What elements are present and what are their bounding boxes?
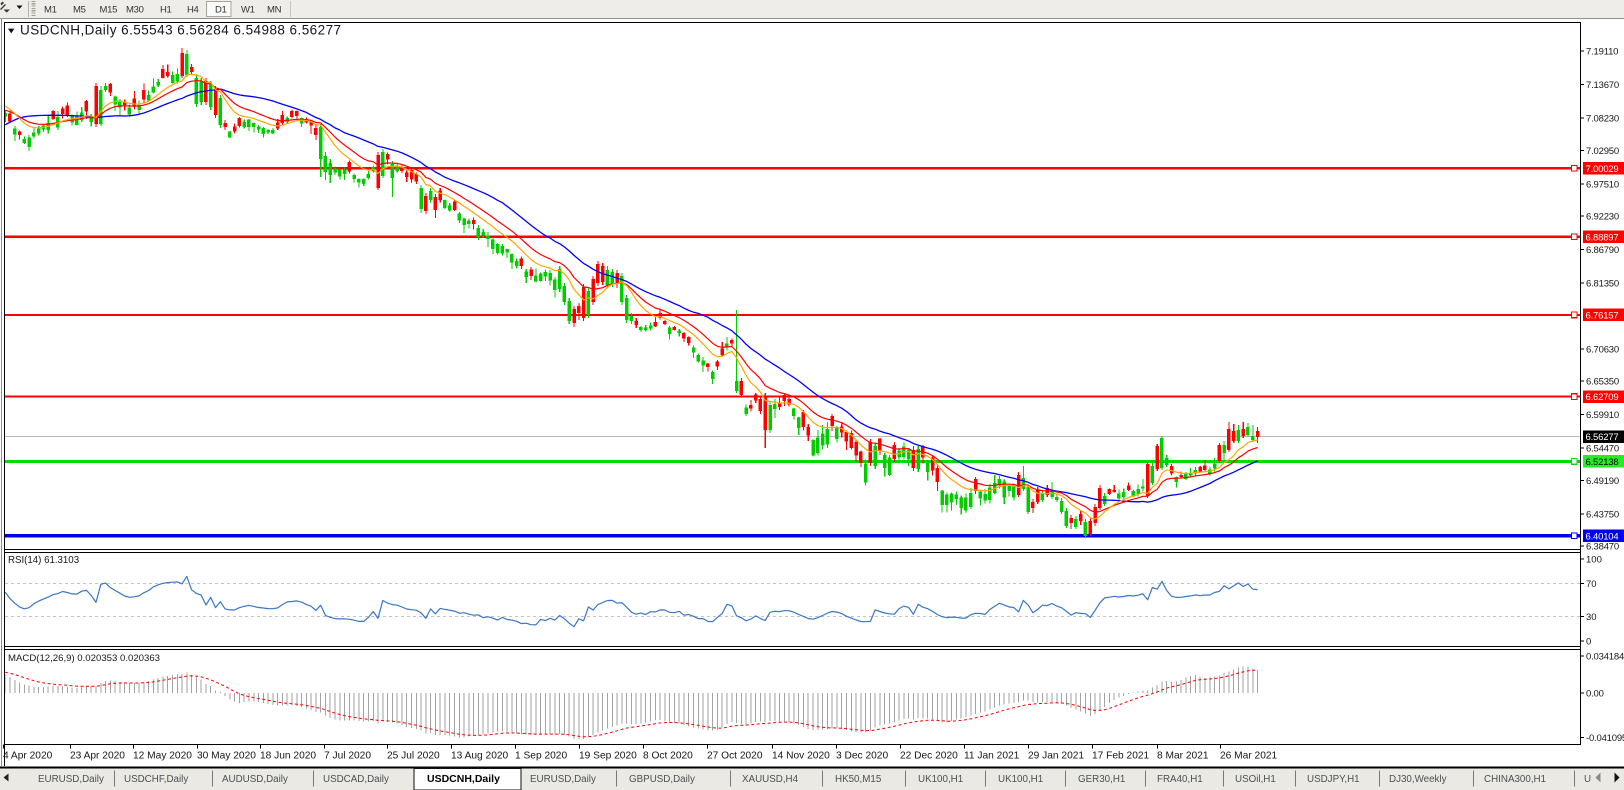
svg-text:7.19110: 7.19110	[1586, 47, 1618, 58]
svg-text:14 Nov 2020: 14 Nov 2020	[772, 751, 830, 762]
svg-text:30: 30	[1586, 612, 1597, 623]
svg-text:3 Dec 2020: 3 Dec 2020	[836, 751, 888, 762]
svg-text:8 Mar 2021: 8 Mar 2021	[1157, 751, 1209, 762]
svg-text:12 May 2020: 12 May 2020	[133, 751, 192, 762]
svg-text:GBPUSD,Daily: GBPUSD,Daily	[629, 774, 695, 785]
svg-text:DJ30,Weekly: DJ30,Weekly	[1389, 774, 1447, 785]
svg-text:70: 70	[1586, 579, 1597, 590]
svg-text:CHINA300,H1: CHINA300,H1	[1484, 774, 1546, 785]
svg-text:USDCAD,Daily: USDCAD,Daily	[323, 774, 389, 785]
svg-text:26 Mar 2021: 26 Mar 2021	[1220, 751, 1278, 762]
svg-text:U: U	[1584, 774, 1591, 785]
svg-text:6.38470: 6.38470	[1586, 542, 1619, 553]
svg-text:7.08230: 7.08230	[1586, 114, 1619, 125]
svg-text:22 Dec 2020: 22 Dec 2020	[900, 751, 958, 762]
svg-text:7.13670: 7.13670	[1586, 80, 1619, 91]
svg-text:0: 0	[1586, 637, 1591, 648]
svg-text:MN: MN	[267, 5, 282, 16]
svg-text:6.86790: 6.86790	[1586, 245, 1619, 256]
svg-text:M1: M1	[44, 5, 57, 16]
svg-text:USDCHF,Daily: USDCHF,Daily	[124, 774, 188, 785]
svg-text:6.81350: 6.81350	[1586, 279, 1619, 290]
svg-text:6.76157: 6.76157	[1586, 311, 1619, 322]
svg-text:XAUUSD,H4: XAUUSD,H4	[742, 774, 799, 785]
svg-text:USDJPY,H1: USDJPY,H1	[1307, 774, 1360, 785]
svg-text:H1: H1	[160, 5, 172, 16]
svg-text:USDCNH,Daily 6.55543 6.56284: USDCNH,Daily 6.55543 6.56284 6.54988 6.5…	[20, 23, 342, 38]
svg-text:19 Sep 2020: 19 Sep 2020	[579, 751, 637, 762]
svg-text:USDCNH,Daily: USDCNH,Daily	[427, 773, 500, 785]
svg-text:25 Jul 2020: 25 Jul 2020	[387, 751, 440, 762]
svg-text:4 Apr 2020: 4 Apr 2020	[3, 751, 53, 762]
svg-text:6.62709: 6.62709	[1586, 392, 1619, 403]
svg-text:7.00029: 7.00029	[1586, 164, 1619, 175]
svg-text:6.88897: 6.88897	[1586, 232, 1619, 243]
svg-text:M30: M30	[126, 5, 144, 16]
svg-text:30 May 2020: 30 May 2020	[197, 751, 256, 762]
svg-text:0.034184: 0.034184	[1586, 651, 1624, 662]
svg-text:GER30,H1: GER30,H1	[1078, 774, 1125, 785]
svg-text:6.49190: 6.49190	[1586, 476, 1619, 487]
svg-text:7 Jul 2020: 7 Jul 2020	[324, 751, 371, 762]
svg-text:100: 100	[1586, 554, 1602, 565]
svg-text:23 Apr 2020: 23 Apr 2020	[70, 751, 125, 762]
svg-text:8 Oct 2020: 8 Oct 2020	[643, 751, 693, 762]
svg-text:17 Feb 2021: 17 Feb 2021	[1092, 751, 1150, 762]
svg-text:6.65350: 6.65350	[1586, 377, 1619, 388]
svg-text:0.00: 0.00	[1586, 689, 1604, 700]
svg-text:HK50,M15: HK50,M15	[835, 774, 882, 785]
svg-text:13 Aug 2020: 13 Aug 2020	[451, 751, 509, 762]
svg-text:27 Oct 2020: 27 Oct 2020	[707, 751, 763, 762]
svg-text:7.02950: 7.02950	[1586, 146, 1619, 157]
svg-text:6.54470: 6.54470	[1586, 444, 1619, 455]
svg-text:M5: M5	[73, 5, 86, 16]
svg-text:D1: D1	[215, 5, 227, 16]
svg-text:18 Jun 2020: 18 Jun 2020	[260, 751, 316, 762]
svg-text:6.52138: 6.52138	[1586, 457, 1619, 468]
svg-text:6.56277: 6.56277	[1586, 432, 1619, 443]
svg-text:EURUSD,Daily: EURUSD,Daily	[38, 774, 104, 785]
svg-text:RSI(14) 61.3103: RSI(14) 61.3103	[8, 555, 79, 566]
svg-text:FRA40,H1: FRA40,H1	[1157, 774, 1203, 785]
svg-text:6.92230: 6.92230	[1586, 212, 1619, 223]
svg-text:6.40104: 6.40104	[1586, 531, 1619, 542]
svg-text:6.43750: 6.43750	[1586, 509, 1619, 520]
svg-text:UK100,H1: UK100,H1	[918, 774, 963, 785]
svg-text:11 Jan 2021: 11 Jan 2021	[964, 751, 1020, 762]
svg-text:29 Jan 2021: 29 Jan 2021	[1028, 751, 1084, 762]
svg-text:-0.041095: -0.041095	[1586, 733, 1624, 744]
svg-text:EURUSD,Daily: EURUSD,Daily	[530, 774, 596, 785]
svg-text:MACD(12,26,9) 0.020353 0.02036: MACD(12,26,9) 0.020353 0.020363	[8, 653, 160, 664]
svg-text:6.70630: 6.70630	[1586, 344, 1619, 355]
svg-text:UK100,H1: UK100,H1	[998, 774, 1043, 785]
svg-text:1 Sep 2020: 1 Sep 2020	[515, 751, 567, 762]
svg-text:M15: M15	[100, 5, 118, 16]
svg-text:6.97510: 6.97510	[1586, 179, 1619, 190]
svg-text:USOil,H1: USOil,H1	[1235, 774, 1276, 785]
svg-text:AUDUSD,Daily: AUDUSD,Daily	[222, 774, 288, 785]
svg-text:W1: W1	[241, 5, 255, 16]
svg-text:6.59910: 6.59910	[1586, 410, 1619, 421]
svg-text:H4: H4	[187, 5, 199, 16]
